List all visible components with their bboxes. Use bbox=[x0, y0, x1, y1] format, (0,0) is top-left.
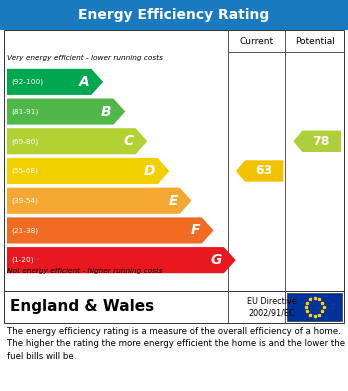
Text: G: G bbox=[211, 253, 222, 267]
Text: Energy Efficiency Rating: Energy Efficiency Rating bbox=[78, 8, 270, 22]
Polygon shape bbox=[236, 160, 283, 182]
Text: EU Directive
2002/91/EC: EU Directive 2002/91/EC bbox=[247, 297, 296, 317]
Polygon shape bbox=[7, 99, 125, 125]
Bar bbox=[0, 0, 348, 30]
Text: D: D bbox=[144, 164, 156, 178]
Text: Potential: Potential bbox=[295, 36, 335, 45]
Polygon shape bbox=[7, 158, 169, 184]
Text: (21-38): (21-38) bbox=[11, 227, 38, 234]
Bar bbox=[287, 293, 342, 321]
Bar bbox=[4, 30, 344, 291]
Polygon shape bbox=[7, 69, 103, 95]
Text: F: F bbox=[190, 223, 200, 237]
Text: (39-54): (39-54) bbox=[11, 197, 38, 204]
Text: Very energy efficient - lower running costs: Very energy efficient - lower running co… bbox=[7, 55, 163, 61]
Text: E: E bbox=[168, 194, 178, 208]
Text: Current: Current bbox=[239, 36, 274, 45]
Text: C: C bbox=[124, 134, 134, 148]
Text: The energy efficiency rating is a measure of the overall efficiency of a home. T: The energy efficiency rating is a measur… bbox=[7, 327, 345, 361]
Polygon shape bbox=[7, 247, 236, 273]
Text: England & Wales: England & Wales bbox=[10, 300, 154, 314]
Text: (1-20): (1-20) bbox=[11, 257, 34, 264]
Text: (69-80): (69-80) bbox=[11, 138, 38, 145]
Text: A: A bbox=[79, 75, 89, 89]
Text: (81-91): (81-91) bbox=[11, 108, 38, 115]
Polygon shape bbox=[293, 131, 341, 152]
Polygon shape bbox=[7, 188, 191, 214]
Text: 78: 78 bbox=[313, 135, 330, 148]
Bar bbox=[4, 291, 344, 323]
Text: (55-68): (55-68) bbox=[11, 168, 38, 174]
Text: (92-100): (92-100) bbox=[11, 79, 43, 85]
Text: Not energy efficient - higher running costs: Not energy efficient - higher running co… bbox=[7, 268, 163, 274]
Text: 63: 63 bbox=[255, 165, 272, 178]
Text: B: B bbox=[101, 104, 111, 118]
Polygon shape bbox=[7, 128, 147, 154]
Polygon shape bbox=[7, 217, 214, 244]
